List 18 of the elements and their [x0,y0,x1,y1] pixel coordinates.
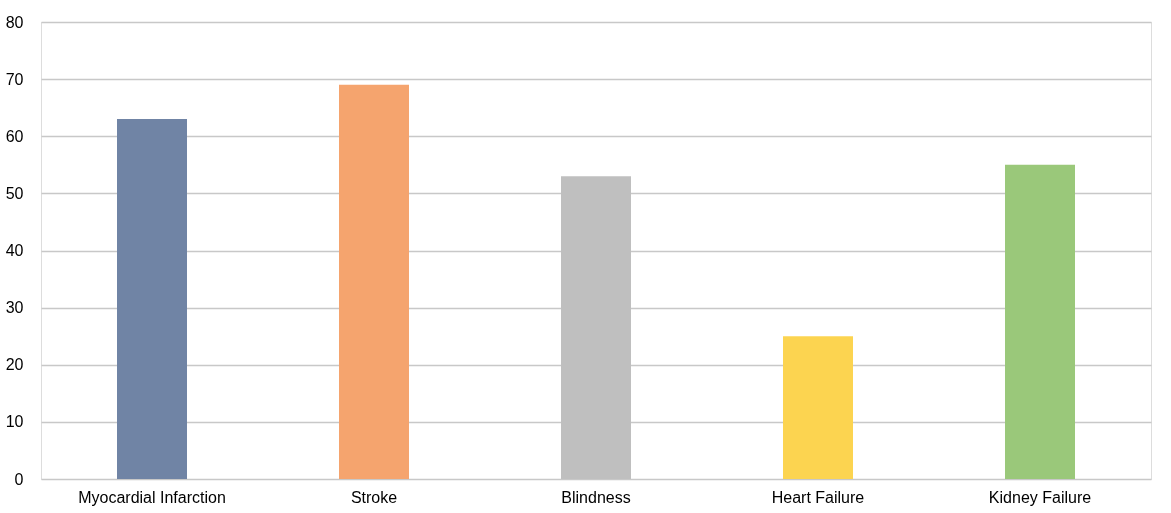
x-tick-label: Kidney Failure [988,488,1092,506]
y-tick-label: 40 [5,242,24,259]
x-tick-label: Blindness [561,488,631,506]
bar [783,336,853,479]
y-tick-label: 10 [5,413,24,431]
x-tick-label: Myocardial Infarction [78,488,226,506]
y-tick-label: 30 [5,299,24,317]
y-tick-label: 80 [5,13,24,31]
bar [1005,164,1075,479]
bar [117,119,187,479]
x-tick-label: Heart Failure [771,488,865,506]
x-tick-label: Stroke [350,488,398,506]
y-tick-label: 60 [5,127,24,145]
bar [339,84,409,479]
y-tick-label: 20 [5,356,24,374]
y-tick-label: 70 [5,70,24,88]
y-tick-label: 50 [5,184,24,202]
y-tick-label: 0 [14,470,24,488]
